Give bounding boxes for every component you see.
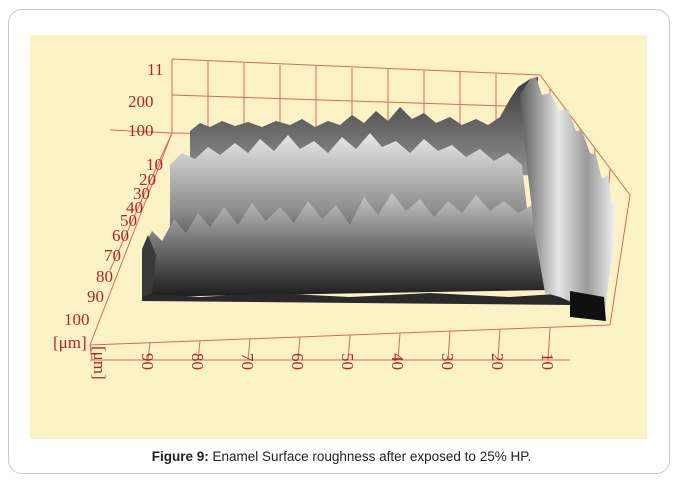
z-tick-200: 200 (128, 92, 154, 111)
y-tick-10: 10 (146, 155, 163, 174)
surface-front-base (142, 293, 570, 305)
y-tick-20: 20 (139, 170, 156, 189)
x-tick-20: 20 (488, 353, 507, 370)
x-tick-40: 40 (388, 353, 407, 370)
y-tick-100: 100 (64, 310, 90, 329)
figure-caption: Figure 9: Enamel Surface roughness after… (0, 449, 683, 464)
x-tick-90: 90 (138, 353, 157, 370)
surface-front (142, 193, 550, 297)
y-tick-90: 90 (87, 287, 104, 306)
x-tick-80: 80 (188, 353, 207, 370)
y-tick-40: 40 (126, 198, 143, 217)
y-tick-30: 30 (133, 184, 150, 203)
surface-right-ridges (520, 77, 616, 321)
x-axis-ticks: 90 80 70 60 50 40 30 20 10 [μm] (90, 346, 557, 380)
y-tick-60: 60 (112, 226, 129, 245)
x-tick-60: 60 (288, 353, 307, 370)
z-tick-top: 11 (147, 60, 163, 79)
caption-text: Enamel Surface roughness after exposed t… (208, 449, 532, 464)
surface-plot: 11 200 100 10 20 30 40 50 60 70 80 90 10… (53, 58, 631, 380)
y-tick-70: 70 (104, 246, 121, 265)
y-tick-50: 50 (120, 211, 137, 230)
x-tick-70: 70 (238, 353, 257, 370)
caption-label: Figure 9: (151, 449, 209, 464)
x-tick-10: 10 (538, 353, 557, 370)
figure-panel: 11 200 100 10 20 30 40 50 60 70 80 90 10… (30, 35, 647, 439)
y-tick-80: 80 (96, 267, 113, 286)
x-tick-30: 30 (438, 353, 457, 370)
x-tick-50: 50 (338, 353, 357, 370)
y-axis-unit: [μm] (53, 333, 87, 352)
surface-left-edge (142, 235, 156, 297)
surface-right-shadow (570, 291, 606, 321)
z-tick-100: 100 (128, 121, 154, 140)
x-axis-unit: [μm] (90, 346, 109, 380)
